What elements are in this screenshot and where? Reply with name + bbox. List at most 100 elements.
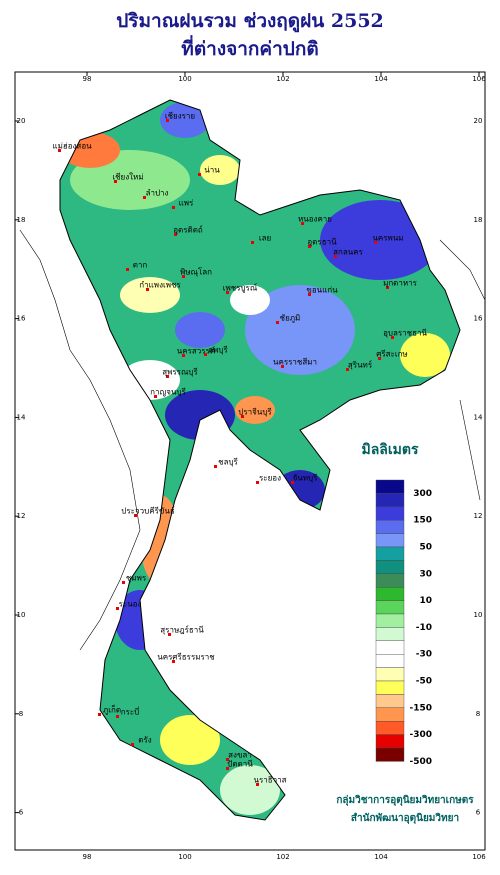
legend-swatch [375,520,405,534]
place-label: ตรัง [138,736,151,745]
lon-label: 104 [374,853,388,861]
station [114,180,117,183]
station [174,233,177,236]
lon-label: 104 [374,75,388,83]
lat-label: 16 [17,315,26,323]
station [308,245,311,248]
place-label: แพร่ [179,199,194,208]
lat-label: 14 [17,413,26,421]
place-label: พิษณุโลก [180,267,212,277]
station [301,222,304,225]
lon-label: 106 [472,75,486,83]
legend-label: -300 [409,730,432,740]
station [226,758,229,761]
lat-label: 14 [474,413,483,421]
station [346,368,349,371]
place-label: สงขลา [228,751,252,760]
station [204,353,207,356]
credit: สำนักพัฒนาอุตุนิยมวิทยา [351,812,459,824]
place-label: ปัตตานี [227,760,253,769]
station [256,481,259,484]
station [116,715,119,718]
station [98,713,101,716]
station [241,415,244,418]
lat-label: 8 [19,710,23,718]
lat-label: 6 [476,809,481,817]
field-blob [120,277,180,313]
station [308,293,311,296]
station [386,286,389,289]
place-label: ชลบุรี [218,458,238,467]
station [276,321,279,324]
place-label: เลย [259,234,271,243]
place-label: ประจวบคีรีขันธ์ [121,506,175,516]
station [198,173,201,176]
legend-label: -50 [416,677,432,687]
legend-swatch [375,654,405,668]
place-label: ขอนแก่น [306,286,338,295]
place-label: อุบลราชธานี [383,329,427,338]
station [116,607,119,610]
legend-swatch [375,667,405,682]
field-blob [160,102,210,138]
field-blob [230,285,270,315]
legend-swatch [375,506,405,521]
coastline [19,229,141,651]
legend-swatch [375,680,405,695]
station [251,241,254,244]
place-label: ศรีสะเกษ [376,350,407,359]
field-blob [175,312,225,348]
place-label: ปราจีนบุรี [238,408,272,417]
station [378,357,381,360]
lat-label: 16 [474,315,483,323]
station [166,119,169,122]
title-line: ปริมาณฝนรวม ช่วงฤดูฝน 2552 [116,10,384,33]
lon-label: 102 [276,75,289,83]
lon-label: 102 [276,853,289,861]
title-line: ที่ต่างจากค่าปกติ [181,35,318,60]
station [291,481,294,484]
place-label: ลพบุรี [208,346,228,355]
station [256,783,259,786]
legend-label: 30 [419,569,432,579]
legend-label: -10 [416,623,432,633]
station [168,633,171,636]
lat-label: 10 [17,611,26,619]
legend-swatch [375,627,405,642]
place-label: นครพนม [372,234,403,243]
place-label: เพชรบูรณ์ [223,283,258,294]
station [154,395,157,398]
lat-label: 12 [17,512,26,520]
place-label: กำแพงเพชร [139,281,181,290]
station [58,149,61,152]
lat-label: 18 [17,216,26,224]
station [126,268,129,271]
place-label: สุรินทร์ [348,360,373,370]
legend-label: 300 [413,489,432,499]
station [281,365,284,368]
station [166,375,169,378]
lat-label: 6 [19,809,24,817]
place-label: ชุมพร [126,574,147,583]
station [122,581,125,584]
place-label: อุตรดิตถ์ [173,225,203,235]
place-label: เชียงใหม่ [112,173,143,182]
place-label: น่าน [204,166,220,175]
legend-label: 10 [419,596,432,606]
station [214,465,217,468]
legend-swatch [375,493,405,507]
station [374,241,377,244]
place-label: ระนอง [119,600,142,609]
field-blob [235,396,275,424]
legend-swatch [375,694,405,709]
place-label: ระยอง [259,474,281,483]
legend-swatch [375,747,405,762]
station [226,767,229,770]
legend-swatch [375,734,405,749]
lat-label: 10 [474,611,483,619]
legend-swatch [375,707,405,722]
field-blob [220,765,280,815]
field-blob [245,285,355,375]
